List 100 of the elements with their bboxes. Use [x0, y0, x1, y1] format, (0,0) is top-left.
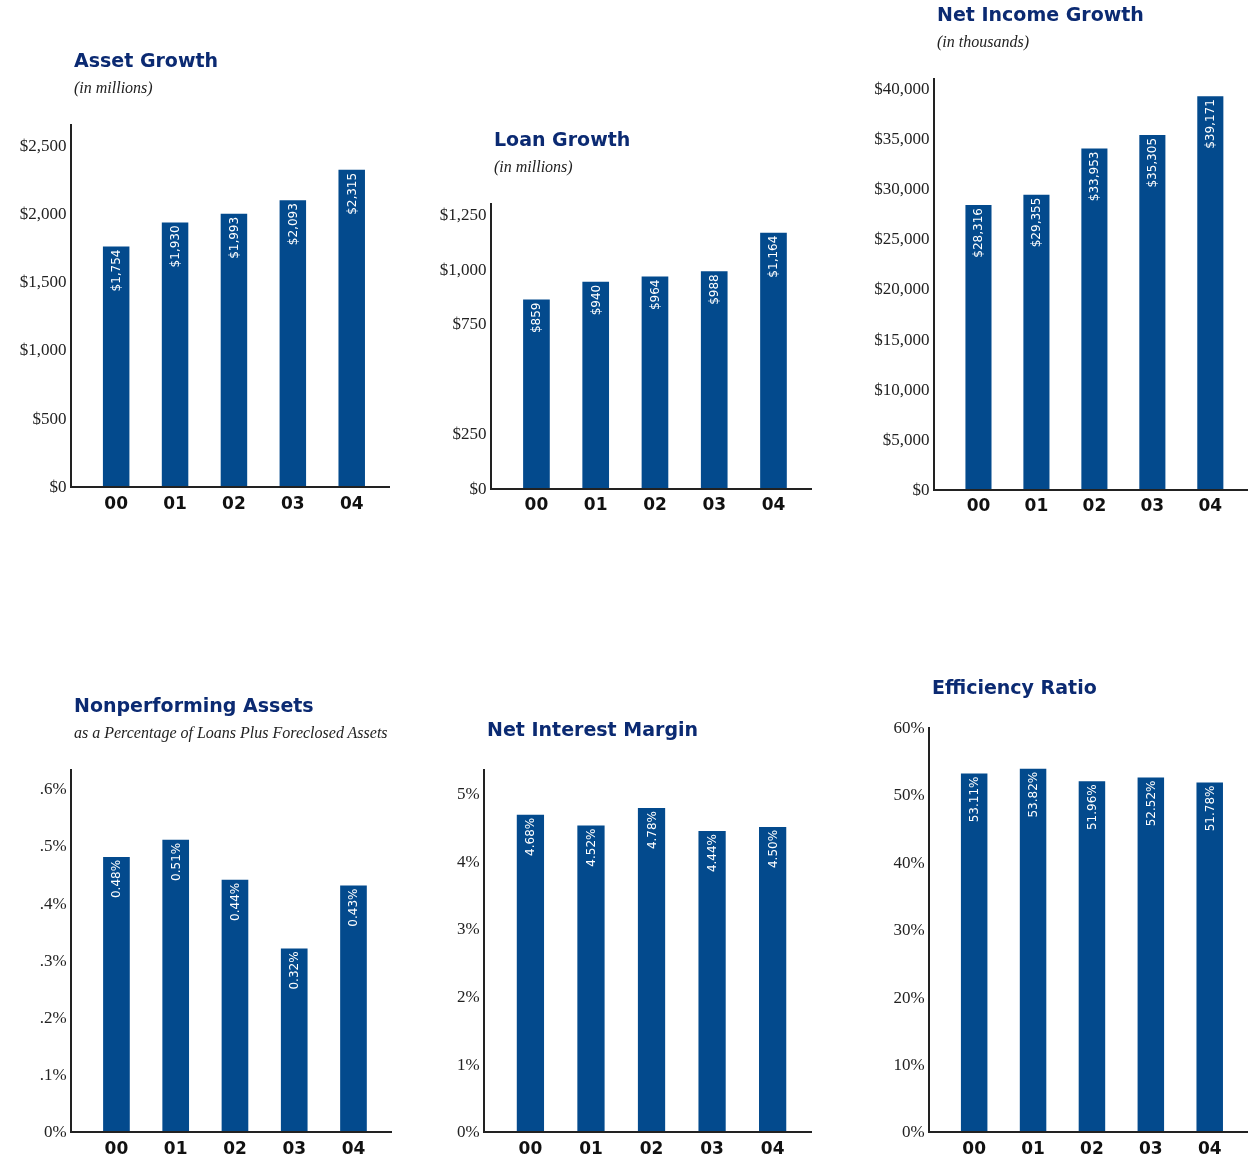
bar	[162, 839, 190, 1132]
y-tick-label: 0%	[43, 1122, 67, 1142]
data-label: $1,993	[226, 216, 241, 259]
data-label: 0.43%	[346, 888, 361, 927]
y-tick-label: $0	[469, 479, 487, 499]
bar	[1197, 96, 1224, 490]
x-tick-label: 00	[518, 1137, 543, 1158]
bar	[338, 169, 365, 487]
chart-title: Efficiency Ratio	[932, 676, 1097, 698]
data-label: 0.44%	[227, 882, 242, 921]
x-tick-label: 02	[222, 492, 246, 513]
y-tick-label: .6%	[39, 779, 67, 799]
y-tick-label: 2%	[456, 987, 480, 1007]
y-tick-label: 10%	[893, 1054, 925, 1074]
data-label: 0.48%	[109, 859, 124, 899]
bar	[161, 222, 189, 487]
x-tick-label: 03	[700, 1137, 724, 1158]
data-label: 51.78%	[1202, 785, 1217, 832]
data-label: 51.96%	[1084, 784, 1099, 831]
x-tick-label: 03	[702, 494, 727, 515]
y-tick-label: $0	[49, 477, 67, 497]
x-tick-label: 00	[104, 492, 129, 513]
y-tick-label: .4%	[39, 893, 67, 913]
data-label: $1,164	[766, 235, 781, 278]
data-label: $1,930	[168, 225, 183, 268]
bar	[759, 826, 787, 1132]
chart-title: Nonperforming Assets	[74, 694, 314, 716]
data-label: 0.32%	[287, 951, 302, 990]
y-tick-label: 30%	[893, 920, 925, 940]
x-tick-label: 04	[761, 494, 786, 515]
data-label: 4.68%	[523, 817, 538, 856]
bar	[516, 814, 545, 1132]
y-tick-label: 4%	[456, 851, 480, 871]
bar	[582, 281, 610, 489]
y-tick-label: $30,000	[874, 179, 930, 199]
y-tick-label: $20,000	[874, 279, 930, 299]
bar	[340, 885, 367, 1132]
bar	[698, 830, 726, 1132]
data-label: 4.50%	[765, 829, 780, 869]
data-label: $859	[529, 302, 544, 334]
x-tick-label: 00	[966, 495, 991, 516]
chart-title: Asset Growth	[74, 49, 219, 71]
x-tick-label: 01	[1021, 1137, 1045, 1158]
data-label: $2,093	[285, 203, 300, 246]
data-label: $1,754	[109, 249, 124, 292]
y-tick-label: .2%	[39, 1007, 67, 1027]
bar	[1023, 194, 1050, 490]
data-label: $988	[707, 274, 722, 305]
x-tick-label: 01	[163, 1137, 188, 1158]
y-tick-label: $1,500	[19, 272, 67, 292]
y-tick-label: $2,500	[19, 135, 67, 155]
chart-subtitle: (in millions)	[74, 79, 153, 97]
data-label: 4.78%	[644, 810, 659, 850]
y-tick-label: $500	[32, 408, 67, 428]
y-tick-label: 3%	[456, 919, 480, 939]
data-label: $33,953	[1087, 151, 1102, 202]
y-tick-label: $0	[912, 480, 930, 499]
x-tick-label: 03	[280, 492, 305, 513]
y-tick-label: $40,000	[874, 78, 930, 98]
x-tick-label: 02	[1080, 1137, 1104, 1158]
x-tick-label: 04	[339, 492, 364, 513]
y-tick-label: 0%	[901, 1122, 925, 1142]
data-label: $28,316	[971, 208, 986, 258]
chart-subtitle: as a Percentage of Loans Plus Foreclosed Assets	[74, 724, 388, 742]
bar	[221, 879, 249, 1132]
y-tick-label: 40%	[893, 852, 925, 872]
data-label: $2,315	[344, 172, 359, 215]
y-tick-label: $35,000	[874, 128, 930, 148]
x-tick-label: 02	[639, 1137, 664, 1158]
x-tick-label: 00	[104, 1137, 129, 1158]
data-label: 53.11%	[967, 776, 982, 823]
x-tick-label: 00	[524, 494, 549, 515]
y-tick-label: 5%	[456, 784, 480, 804]
x-tick-label: 04	[1197, 1137, 1222, 1158]
x-tick-label: 04	[341, 1137, 366, 1158]
data-label: $29,355	[1029, 197, 1044, 248]
y-tick-label: $2,000	[19, 203, 67, 223]
chart-subtitle: (in millions)	[494, 158, 573, 176]
bar	[760, 232, 787, 489]
chart-subtitle: (in thousands)	[937, 33, 1029, 51]
data-label: 4.44%	[705, 833, 720, 873]
x-tick-label: 01	[163, 492, 187, 513]
data-label: $35,305	[1145, 137, 1160, 188]
bar	[103, 856, 130, 1132]
y-tick-label: 1%	[456, 1054, 480, 1074]
bar	[1081, 148, 1108, 490]
chart-title: Loan Growth	[494, 128, 631, 150]
bar	[280, 948, 308, 1132]
bar	[220, 213, 248, 487]
data-label: 53.82%	[1026, 771, 1041, 818]
y-tick-label: $250	[452, 424, 487, 444]
bar	[102, 246, 130, 487]
data-label: 4.52%	[583, 828, 598, 867]
bar	[523, 299, 550, 489]
y-tick-label: $25,000	[874, 229, 930, 249]
x-tick-label: 03	[1140, 495, 1165, 516]
y-tick-label: .5%	[39, 836, 67, 856]
x-tick-label: 03	[282, 1137, 307, 1158]
x-tick-label: 02	[1082, 495, 1107, 516]
y-tick-label: 0%	[456, 1122, 480, 1142]
